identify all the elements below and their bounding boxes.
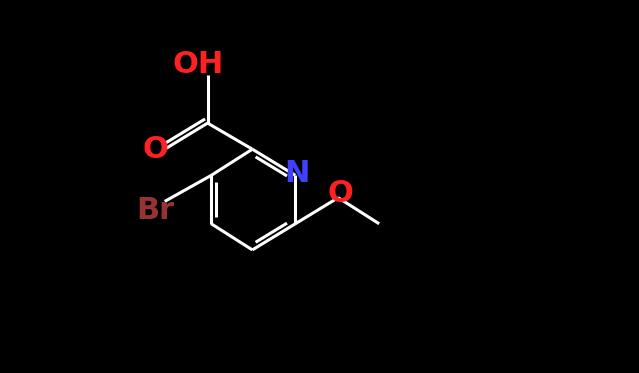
Text: O: O	[142, 135, 168, 164]
Text: O: O	[327, 179, 353, 209]
Text: N: N	[284, 159, 310, 188]
Text: OH: OH	[173, 50, 224, 79]
Text: Br: Br	[136, 196, 174, 225]
